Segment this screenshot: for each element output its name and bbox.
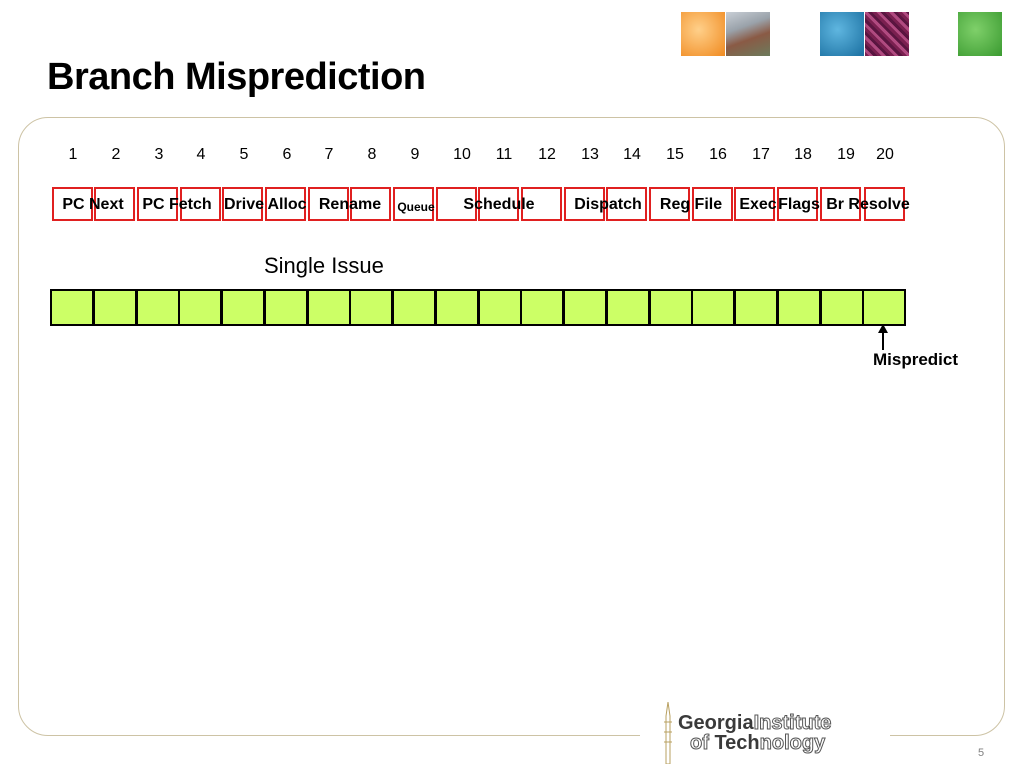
stage-label-br-resolve: Br Resolve xyxy=(826,196,910,213)
cycle-number: 8 xyxy=(367,146,377,163)
stage-box xyxy=(734,187,775,221)
cycle-number: 17 xyxy=(752,146,770,163)
stage-box xyxy=(52,187,93,221)
content-frame xyxy=(18,117,1005,736)
issue-cell xyxy=(691,289,735,326)
stage-box xyxy=(222,187,263,221)
issue-cell xyxy=(820,289,864,326)
stage-box xyxy=(820,187,861,221)
issue-cell xyxy=(178,289,222,326)
cycle-number: 9 xyxy=(410,146,420,163)
issue-cell xyxy=(606,289,650,326)
issue-cell xyxy=(520,289,564,326)
cycle-number: 15 xyxy=(666,146,684,163)
stage-box xyxy=(864,187,905,221)
stage-label-schedule: Schedule xyxy=(463,196,535,213)
cycle-number: 13 xyxy=(581,146,599,163)
mispredict-arrow-icon xyxy=(878,324,888,333)
stage-box xyxy=(777,187,818,221)
issue-cell xyxy=(734,289,778,326)
cycle-number: 6 xyxy=(282,146,292,163)
stage-box xyxy=(436,187,477,221)
issue-cell xyxy=(349,289,393,326)
stage-box xyxy=(308,187,349,221)
issue-cell xyxy=(862,289,906,326)
stage-box xyxy=(478,187,519,221)
stage-box xyxy=(137,187,178,221)
stage-box xyxy=(265,187,306,221)
stage-box xyxy=(649,187,690,221)
cycle-number: 7 xyxy=(324,146,334,163)
stage-label-exec: Exec xyxy=(739,196,777,213)
cycle-number: 3 xyxy=(154,146,164,163)
cycle-number: 5 xyxy=(239,146,249,163)
green-thumbnail xyxy=(958,12,1002,56)
cycle-number: 18 xyxy=(794,146,812,163)
issue-cell xyxy=(649,289,693,326)
issue-cell xyxy=(435,289,479,326)
issue-cell xyxy=(93,289,137,326)
stage-box xyxy=(94,187,135,221)
issue-cell xyxy=(392,289,436,326)
issue-cell xyxy=(307,289,351,326)
tower-icon xyxy=(664,702,672,764)
cycle-number: 10 xyxy=(453,146,471,163)
cycle-number: 11 xyxy=(495,146,513,163)
cycle-number: 14 xyxy=(623,146,641,163)
issue-cell xyxy=(264,289,308,326)
page-number: 5 xyxy=(978,747,985,759)
stage-label-drive: Drive xyxy=(223,196,265,213)
stage-label-rename: Rename xyxy=(318,196,382,213)
issue-cell xyxy=(221,289,265,326)
stage-box xyxy=(564,187,605,221)
logo-line-1: GeorgiaInstitute xyxy=(678,712,832,735)
circuit-photo-thumbnail xyxy=(865,12,909,56)
issue-cell xyxy=(777,289,821,326)
stage-box xyxy=(180,187,221,221)
cycle-number: 20 xyxy=(876,146,894,163)
cycle-number: 16 xyxy=(709,146,727,163)
logo-line-2: of Technology xyxy=(689,732,826,755)
mispredict-arrow-line xyxy=(882,330,884,350)
orange-thumbnail xyxy=(681,12,725,56)
stage-box xyxy=(521,187,562,221)
georgia-tech-logo: GeorgiaInstitute of Technology xyxy=(660,700,870,766)
stage-label-reg-file: Reg File xyxy=(659,196,723,213)
cycle-number: 4 xyxy=(196,146,206,163)
cycle-number: 12 xyxy=(538,146,556,163)
issue-cell xyxy=(478,289,522,326)
slide-title: Branch Misprediction xyxy=(47,56,426,98)
stage-box xyxy=(692,187,733,221)
stage-label-alloc: Alloc xyxy=(267,196,307,213)
stage-box xyxy=(393,187,434,221)
campus-photo-thumbnail xyxy=(726,12,770,56)
single-issue-label: Single Issue xyxy=(264,253,384,278)
stage-box xyxy=(606,187,647,221)
stage-label-dispatch: Dispatch xyxy=(574,196,642,213)
stage-box xyxy=(350,187,391,221)
cycle-number: 1 xyxy=(68,146,78,163)
stage-label-flags: Flags xyxy=(778,196,820,213)
issue-cell xyxy=(136,289,180,326)
cycle-number: 19 xyxy=(837,146,855,163)
issue-cell xyxy=(50,289,94,326)
cycle-number: 2 xyxy=(111,146,121,163)
stage-label-pc-fetch: PC Fetch xyxy=(142,196,212,213)
stage-label-pc-next: PC Next xyxy=(62,196,124,213)
mispredict-label: Mispredict xyxy=(873,350,959,369)
issue-cell xyxy=(563,289,607,326)
stage-label-queue: Queue xyxy=(397,200,435,214)
blue-thumbnail xyxy=(820,12,864,56)
